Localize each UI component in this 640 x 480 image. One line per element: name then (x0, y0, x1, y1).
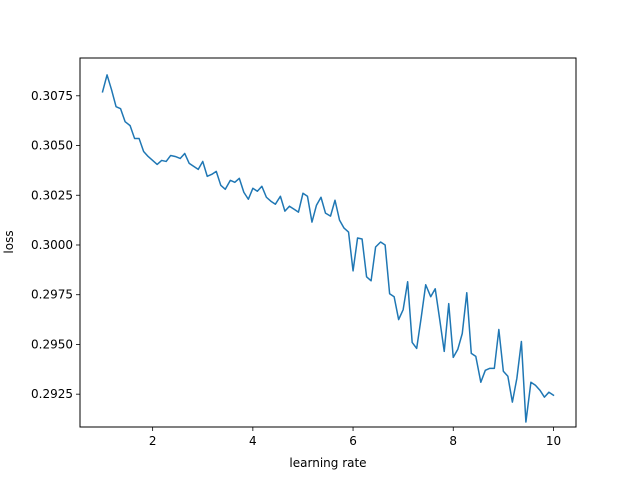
axes-frame (79, 57, 577, 428)
x-tick-label: 4 (249, 434, 257, 448)
x-axis-ticks: 2 4 6 8 10 (149, 427, 561, 448)
y-tick-label: 0.2975 (31, 288, 73, 302)
y-tick-label: 0.2950 (31, 337, 73, 351)
y-axis-label: loss (2, 230, 16, 253)
plot-area (101, 74, 555, 423)
x-tick-label: 6 (349, 434, 357, 448)
loss-series-line (101, 74, 555, 423)
y-tick-label: 0.3075 (31, 89, 73, 103)
y-tick-label: 0.3025 (31, 188, 73, 202)
y-tick-label: 0.2925 (31, 387, 73, 401)
x-tick-label: 8 (449, 434, 457, 448)
y-tick-label: 0.3000 (31, 238, 73, 252)
x-axis-label: learning rate (289, 456, 366, 470)
y-axis-ticks: 0.2925 0.2950 0.2975 0.3000 0.3025 0.3050 0.30… (31, 89, 80, 401)
y-tick-label: 0.3050 (31, 139, 73, 153)
x-tick-label: 2 (149, 434, 157, 448)
x-tick-label: 10 (546, 434, 561, 448)
